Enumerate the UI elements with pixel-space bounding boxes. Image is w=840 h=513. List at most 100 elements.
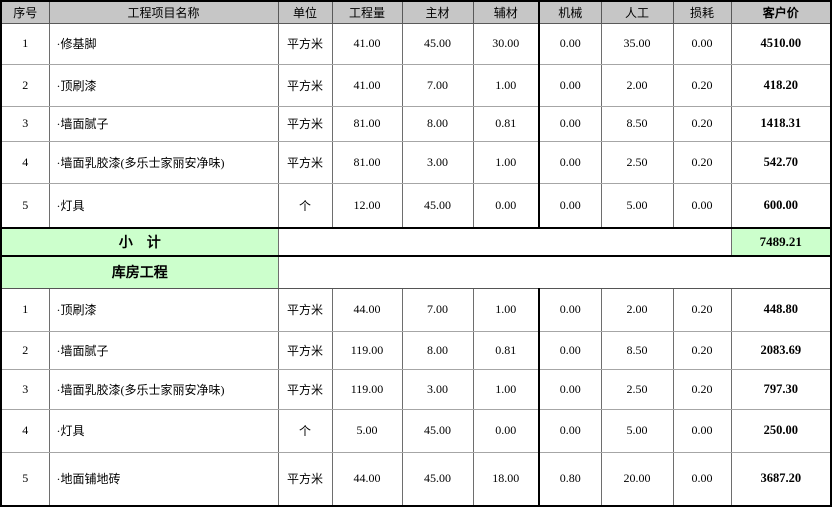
header-aux-material: 辅材 [472,0,540,24]
cell-customer-price: 542.70 [730,140,832,184]
cell-main-material: 45.00 [401,182,474,229]
table-row: 2 ·顶刷漆 平方米 41.00 7.00 1.00 0.00 2.00 0.20 418.20 [0,63,832,107]
cell-unit: 平方米 [277,330,333,370]
header-labor: 人工 [600,0,674,24]
cell-machinery: 0.00 [538,330,602,370]
table-row: 3 ·墙面腻子 平方米 81.00 8.00 0.81 0.00 8.50 0.20 1418.3… [0,105,832,142]
cell-main-material: 7.00 [401,287,474,332]
cell-customer-price: 448.80 [730,287,832,332]
cell-index: 1 [0,287,50,332]
cell-quantity: 5.00 [331,408,403,453]
cell-loss: 0.00 [672,22,732,65]
cell-quantity: 41.00 [331,22,403,65]
cell-item-name: ·墙面乳胶漆(多乐士家丽安净味) [48,140,279,184]
table-row: 5 ·地面铺地砖 平方米 44.00 45.00 18.00 0.80 20.00 0.00 36… [0,451,832,507]
cell-labor: 8.50 [600,105,674,142]
table-header-row: 序号 工程项目名称 单位 工程量 主材 辅材 机械 人工 损耗 客户价 [0,0,832,24]
cell-item-name: ·地面铺地砖 [48,451,279,507]
header-unit: 单位 [277,0,333,24]
cell-main-material: 45.00 [401,451,474,507]
cell-main-material: 3.00 [401,368,474,410]
cell-quantity: 41.00 [331,63,403,107]
header-customer-price: 客户价 [730,0,832,24]
cell-index: 3 [0,368,50,410]
header-loss: 损耗 [672,0,732,24]
cell-aux-material: 18.00 [472,451,540,507]
table-row: 4 ·灯具个 5.00 45.00 0.00 0.00 5.00 0.00 250.00 [0,408,832,453]
cell-labor: 2.50 [600,140,674,184]
cell-machinery: 0.00 [538,63,602,107]
cell-index: 5 [0,451,50,507]
cell-item-name: ·墙面腻子 [48,105,279,142]
cell-loss: 0.00 [672,182,732,229]
cell-aux-material: 0.81 [472,105,540,142]
cell-customer-price: 3687.20 [730,451,832,507]
cell-quantity: 44.00 [331,451,403,507]
cell-loss: 0.20 [672,105,732,142]
section-title-row: 库房工程 [0,255,832,289]
cell-customer-price: 2083.69 [730,330,832,370]
cell-quantity: 119.00 [331,368,403,410]
cell-labor: 2.50 [600,368,674,410]
cell-unit: 平方米 [277,105,333,142]
cell-main-material: 45.00 [401,408,474,453]
header-machinery: 机械 [538,0,602,24]
cell-index: 1 [0,22,50,65]
cell-labor: 2.00 [600,287,674,332]
section-title-blank-cell [277,255,832,289]
cell-customer-price: 1418.31 [730,105,832,142]
cell-index: 4 [0,140,50,184]
cell-item-name: ·灯具 [48,182,279,229]
budget-table: 序号 工程项目名称 单位 工程量 主材 辅材 机械 人工 损耗 客户价 1 ·修基脚 平方米 41.00… [0,0,832,507]
header-index: 序号 [0,0,50,24]
cell-main-material: 8.00 [401,330,474,370]
cell-machinery: 0.00 [538,287,602,332]
cell-unit: 平方米 [277,287,333,332]
cell-unit: 平方米 [277,140,333,184]
cell-item-name: ·灯具 [48,408,279,453]
subtotal-row: 小 计 7489.21 [0,227,832,257]
cell-main-material: 7.00 [401,63,474,107]
cell-customer-price: 418.20 [730,63,832,107]
cell-item-name: ·顶刷漆 [48,287,279,332]
cell-main-material: 45.00 [401,22,474,65]
cell-machinery: 0.80 [538,451,602,507]
table-row: 2 ·墙面腻子 平方米 119.00 8.00 0.81 0.00 8.50 0.20 2083.… [0,330,832,370]
cell-customer-price: 600.00 [730,182,832,229]
cell-aux-material: 1.00 [472,368,540,410]
cell-labor: 20.00 [600,451,674,507]
cell-machinery: 0.00 [538,22,602,65]
cell-loss: 0.20 [672,140,732,184]
subtotal-blank-cell [277,227,732,257]
cell-aux-material: 1.00 [472,63,540,107]
section2-title: 库房工程 [0,255,279,289]
cell-machinery: 0.00 [538,368,602,410]
cell-item-name: ·修基脚 [48,22,279,65]
cell-aux-material: 1.00 [472,287,540,332]
table-row: 1 ·修基脚 平方米 41.00 45.00 30.00 0.00 35.00 0.00 4510… [0,22,832,65]
cell-loss: 0.20 [672,63,732,107]
cell-main-material: 8.00 [401,105,474,142]
cell-customer-price: 250.00 [730,408,832,453]
cell-loss: 0.20 [672,330,732,370]
cell-labor: 5.00 [600,408,674,453]
cell-loss: 0.20 [672,287,732,332]
cell-labor: 35.00 [600,22,674,65]
cell-quantity: 81.00 [331,140,403,184]
cell-aux-material: 1.00 [472,140,540,184]
cell-quantity: 119.00 [331,330,403,370]
subtotal-label: 小 计 [0,227,279,257]
header-item-name: 工程项目名称 [48,0,279,24]
cell-index: 5 [0,182,50,229]
cell-main-material: 3.00 [401,140,474,184]
cell-unit: 平方米 [277,451,333,507]
cell-unit: 平方米 [277,63,333,107]
table-row: 1 ·顶刷漆 平方米 44.00 7.00 1.00 0.00 2.00 0.20 448.80 [0,287,832,332]
cell-labor: 2.00 [600,63,674,107]
table-row: 3 ·墙面乳胶漆(多乐士家丽安净味) 平方米 119.00 3.00 1.00 0.00 2.… [0,368,832,410]
cell-aux-material: 30.00 [472,22,540,65]
cell-index: 4 [0,408,50,453]
table-row: 5 ·灯具个 12.00 45.00 0.00 0.00 5.00 0.00 600.00 [0,182,832,229]
cell-loss: 0.00 [672,451,732,507]
cell-item-name: ·顶刷漆 [48,63,279,107]
